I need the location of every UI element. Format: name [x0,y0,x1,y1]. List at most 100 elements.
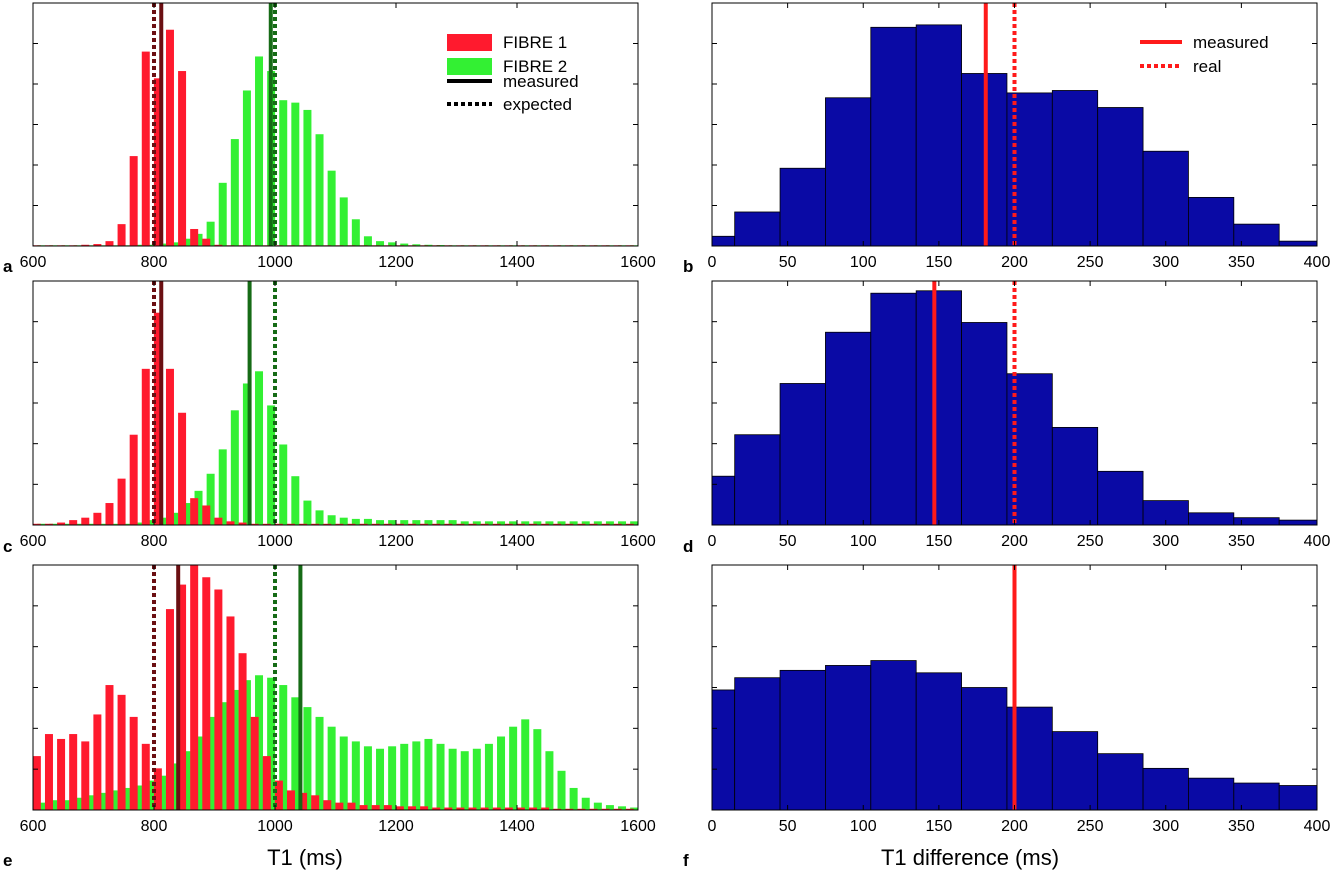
bar-fibre2 [400,520,409,525]
bar-fibre2 [557,521,566,525]
bar-fibre1 [613,808,622,810]
bar-fibre1 [565,523,574,525]
bar-fibre1 [407,523,416,525]
bar-fibre2 [327,515,336,525]
x-tick-label: 0 [708,254,717,271]
bar-fibre1 [105,503,114,525]
bar-difference [915,24,962,246]
bar-fibre1 [432,523,441,525]
bar-fibre2 [267,677,276,810]
bar-fibre2 [376,241,385,246]
x-tick-label: 1200 [378,533,414,550]
bar-fibre1 [250,716,259,810]
x-tick-label: 600 [20,254,47,271]
bar-fibre2 [388,242,397,246]
bar-fibre1 [57,738,66,810]
bar-fibre2 [630,521,638,525]
x-tick-label: 200 [1001,818,1028,835]
bar-fibre2 [230,139,239,246]
bar-fibre1 [105,241,114,246]
bar-fibre2 [460,751,469,810]
bar-fibre2 [134,785,143,810]
bar-fibre2 [581,797,590,810]
bar-fibre1 [226,521,235,525]
bar-fibre2 [412,520,421,525]
bar-fibre2 [363,746,372,810]
bar-fibre1 [33,756,41,810]
bar-fibre1 [589,808,598,810]
bar-fibre2 [279,444,288,525]
plot-area-b [712,3,1317,246]
bar-difference [1097,470,1144,525]
bar-fibre2 [97,792,106,810]
bar-fibre2 [605,805,614,810]
bar-fibre1 [214,517,223,525]
bar-fibre1 [601,808,610,810]
bar-difference [1278,519,1317,525]
bar-difference [1188,777,1235,810]
bar-fibre1 [262,523,271,525]
bar-fibre2 [533,521,542,525]
bar-fibre1 [541,807,550,810]
x-tick-label: 150 [926,533,953,550]
bar-fibre1 [541,523,550,525]
bar-fibre1 [395,523,404,525]
bar-fibre1 [81,244,90,246]
bar-fibre1 [286,523,295,525]
bar-fibre1 [202,238,211,246]
bar-fibre2 [424,520,433,525]
bar-fibre2 [279,100,288,246]
legend-fibre: FIBRE 1 FIBRE 2 measured expected [447,33,579,114]
plot-area-c [33,281,638,525]
x-tick-label: 300 [1152,254,1179,271]
x-tick-label: 1400 [499,818,535,835]
bar-fibre2 [618,521,627,525]
bar-fibre2 [605,521,614,525]
legend-swatch-fibre1 [447,34,492,51]
bar-fibre1 [492,523,501,525]
bar-fibre2 [230,689,239,810]
bar-fibre1 [371,523,380,525]
bar-fibre2 [630,807,638,810]
bar-fibre2 [581,521,590,525]
bar-fibre2 [412,741,421,810]
bar-fibre2 [363,518,372,525]
x-tick-label: 400 [1304,818,1331,835]
bar-difference [1051,90,1099,246]
bar-fibre2 [267,405,276,525]
bar-fibre1 [480,523,489,525]
bar-fibre2 [182,238,191,246]
bar-fibre1 [504,807,513,810]
bar-fibre1 [190,565,199,810]
bar-fibre1 [577,523,586,525]
bar-fibre2 [472,521,481,525]
bar-fibre1 [129,156,138,246]
bar-fibre1 [33,523,41,525]
bar-fibre1 [190,228,199,246]
bar-fibre2 [303,707,312,810]
bar-fibre2 [73,523,82,525]
bar-fibre1 [456,523,465,525]
bar-difference [870,292,917,525]
bar-fibre2 [569,787,578,810]
bar-difference [870,26,917,246]
x-tick-label: 200 [1001,254,1028,271]
x-tick-label: 250 [1077,818,1104,835]
bar-difference [1142,150,1189,246]
bar-fibre2 [448,520,457,525]
bar-fibre1 [432,807,441,810]
bar-fibre1 [359,523,368,525]
bar-difference [961,687,1008,810]
bar-fibre2 [134,522,143,525]
x-tick-label: 250 [1077,254,1104,271]
bar-difference [1233,223,1280,246]
bar-fibre1 [480,807,489,810]
x-tick-label: 1000 [257,818,293,835]
x-tick-label: 1600 [620,533,656,550]
bar-fibre1 [274,780,283,810]
bar-fibre2 [315,510,324,525]
bar-fibre2 [242,680,251,810]
panel-label-e: e [3,851,12,870]
plot-area-f [712,565,1317,810]
